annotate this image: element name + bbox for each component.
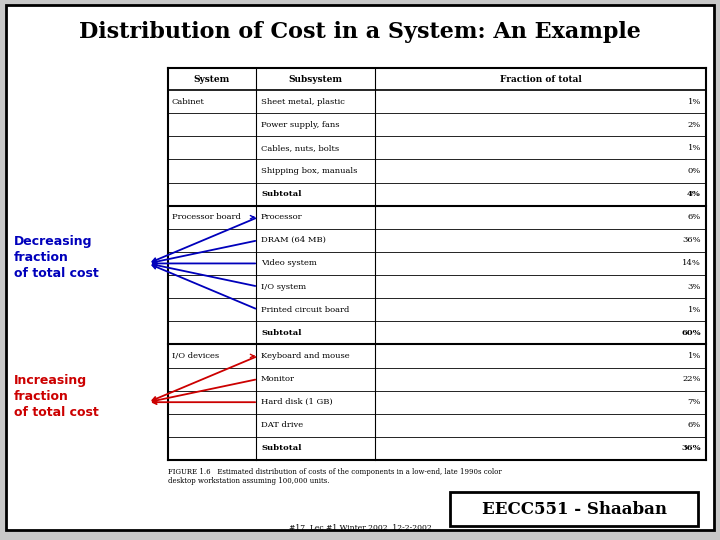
Text: 6%: 6% [688, 213, 701, 221]
Text: 1%: 1% [688, 352, 701, 360]
Text: Subtotal: Subtotal [261, 329, 302, 337]
Text: 1%: 1% [688, 306, 701, 314]
Text: FIGURE 1.6   Estimated distribution of costs of the components in a low-end, lat: FIGURE 1.6 Estimated distribution of cos… [168, 468, 502, 485]
Text: 60%: 60% [681, 329, 701, 337]
Text: Power supply, fans: Power supply, fans [261, 120, 340, 129]
Text: Printed circuit board: Printed circuit board [261, 306, 349, 314]
Text: 4%: 4% [687, 190, 701, 198]
Bar [450, 492, 698, 526]
Text: 22%: 22% [683, 375, 701, 383]
Text: DRAM (64 MB): DRAM (64 MB) [261, 237, 326, 244]
Text: 6%: 6% [688, 421, 701, 429]
Text: Processor board: Processor board [172, 213, 241, 221]
Text: Keyboard and mouse: Keyboard and mouse [261, 352, 350, 360]
Text: System: System [194, 75, 230, 84]
Text: I/O devices: I/O devices [172, 352, 219, 360]
Text: DAT drive: DAT drive [261, 421, 303, 429]
Text: 1%: 1% [688, 98, 701, 105]
Text: Cables, nuts, bolts: Cables, nuts, bolts [261, 144, 339, 152]
Text: 14%: 14% [682, 259, 701, 267]
Text: 36%: 36% [681, 444, 701, 453]
Text: Monitor: Monitor [261, 375, 295, 383]
Text: 7%: 7% [688, 398, 701, 406]
Text: Fraction of total: Fraction of total [500, 75, 581, 84]
Text: #17  Lec #1 Winter 2002  12-2-2002: #17 Lec #1 Winter 2002 12-2-2002 [289, 524, 431, 532]
Text: Decreasing
fraction
of total cost: Decreasing fraction of total cost [14, 235, 99, 280]
Text: Sheet metal, plastic: Sheet metal, plastic [261, 98, 345, 105]
Text: Subtotal: Subtotal [261, 190, 302, 198]
Text: 36%: 36% [683, 237, 701, 244]
Text: Cabinet: Cabinet [172, 98, 205, 105]
Text: 0%: 0% [688, 167, 701, 175]
Text: Subtotal: Subtotal [261, 444, 302, 453]
Text: EECC551 - Shaaban: EECC551 - Shaaban [482, 501, 667, 517]
Text: Video system: Video system [261, 259, 317, 267]
Text: Increasing
fraction
of total cost: Increasing fraction of total cost [14, 374, 99, 419]
Text: Shipping box, manuals: Shipping box, manuals [261, 167, 357, 175]
Text: Processor: Processor [261, 213, 302, 221]
Text: 3%: 3% [688, 282, 701, 291]
Text: Distribution of Cost in a System: An Example: Distribution of Cost in a System: An Exa… [79, 21, 641, 43]
Text: I/O system: I/O system [261, 282, 306, 291]
Text: 2%: 2% [688, 120, 701, 129]
Text: Subsystem: Subsystem [289, 75, 343, 84]
Text: Hard disk (1 GB): Hard disk (1 GB) [261, 398, 333, 406]
Text: 1%: 1% [688, 144, 701, 152]
